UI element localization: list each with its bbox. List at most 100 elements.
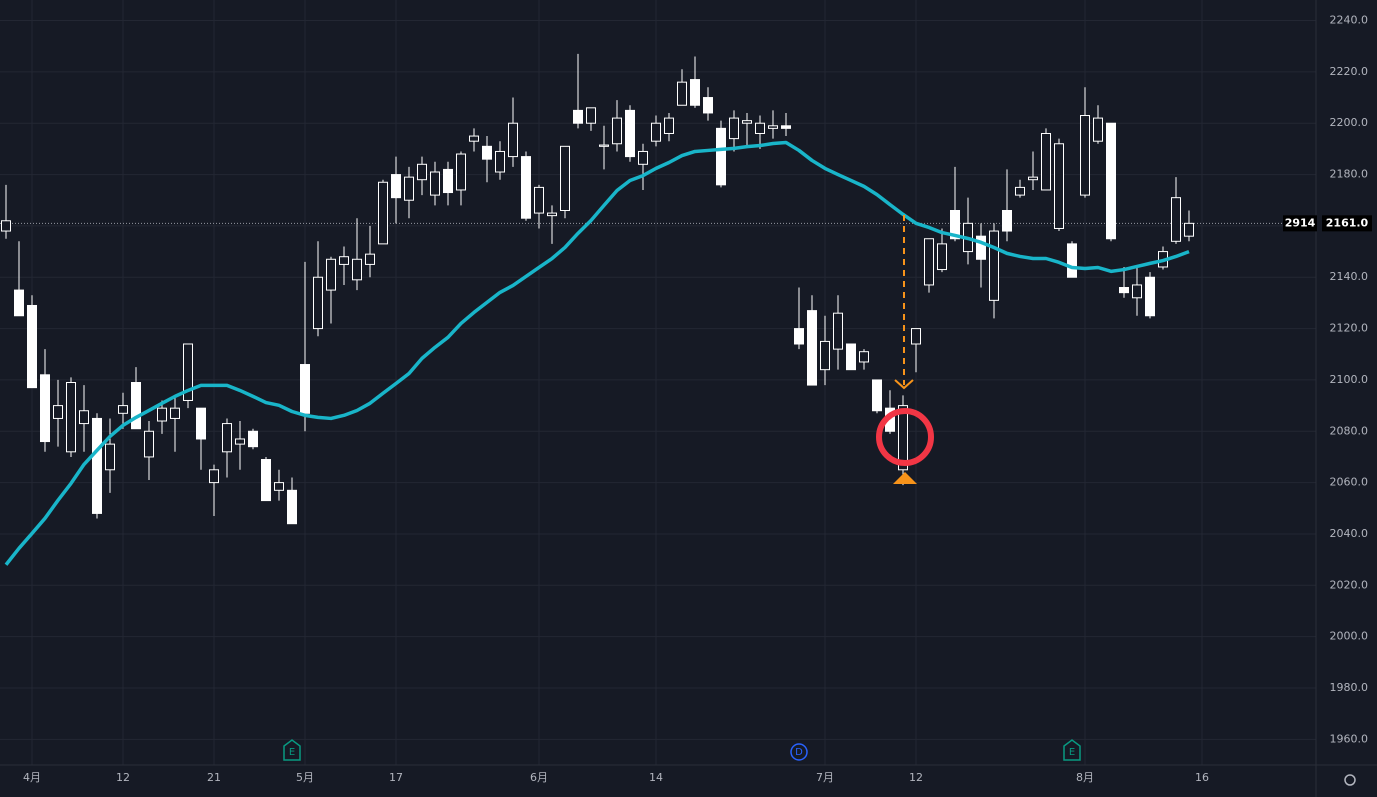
signal-circle [876, 408, 934, 466]
candle-body [638, 150, 648, 165]
candle-body [625, 109, 635, 158]
event-icon [283, 739, 301, 761]
candle-body [274, 482, 284, 491]
candle-body [144, 430, 154, 458]
candle-body [391, 174, 401, 199]
candle-body [846, 343, 856, 371]
candle-body [586, 107, 596, 124]
event-label: D [795, 747, 803, 758]
candle-body [248, 430, 258, 448]
y-tick-label: 1980.0 [1330, 681, 1369, 694]
candle-body [53, 405, 63, 419]
event-icon [1063, 739, 1081, 761]
candle-body [1, 220, 11, 232]
candle-body [755, 122, 765, 134]
candle-body [508, 122, 518, 158]
y-tick-label: 2040.0 [1330, 527, 1369, 540]
candle-body [27, 304, 37, 389]
candle-body [833, 312, 843, 350]
candle-body [1145, 276, 1155, 317]
x-tick-label: 5月 [296, 771, 314, 784]
signal [876, 215, 934, 484]
candle-body [456, 153, 466, 191]
candle-body [690, 79, 700, 106]
candle-body [482, 145, 492, 160]
x-tick-label: 8月 [1076, 771, 1094, 784]
y-tick-label: 2120.0 [1330, 322, 1369, 335]
y-tick-label: 2100.0 [1330, 373, 1369, 386]
x-tick-label: 14 [649, 771, 663, 784]
candle-body [1171, 197, 1181, 242]
y-tick-label: 2080.0 [1330, 424, 1369, 437]
candle-body [898, 405, 908, 471]
y-tick-label: 2220.0 [1330, 65, 1369, 78]
candle-body [209, 469, 219, 484]
candle-body [911, 328, 921, 345]
event-label: E [1069, 747, 1075, 758]
candle-body [807, 310, 817, 386]
candle-body [170, 407, 180, 419]
badge: 2914 [1285, 216, 1316, 229]
candle-body [573, 109, 583, 124]
candle-body [131, 382, 141, 430]
candle-body [417, 163, 427, 181]
candle-body [404, 176, 414, 201]
candle-body [664, 117, 674, 134]
candle-body [157, 407, 167, 422]
candle-body [794, 328, 804, 345]
candle-body [1106, 122, 1116, 240]
candle-body [703, 97, 713, 114]
candle-body [1132, 284, 1142, 299]
candle-body [1119, 287, 1129, 294]
candle-body [339, 256, 349, 265]
badge-box [1283, 215, 1317, 232]
candle-body [612, 117, 622, 145]
candle-body [105, 443, 115, 471]
candle-body [443, 168, 453, 194]
candle-body [729, 117, 739, 140]
candle-body [1184, 222, 1194, 237]
candle-body [430, 171, 440, 196]
gear[interactable] [1344, 774, 1356, 786]
candle-body [235, 438, 245, 445]
y-tick-label: 2140.0 [1330, 270, 1369, 283]
y-tick-label: 2020.0 [1330, 578, 1369, 591]
candle-body [1028, 176, 1038, 181]
candle-body [1093, 117, 1103, 142]
candle-body [118, 405, 128, 414]
candle-body [196, 407, 206, 440]
candle-body [352, 258, 362, 281]
candle-body [14, 289, 24, 317]
candle-body [547, 212, 557, 217]
candle-body [950, 210, 960, 240]
y-tick-label: 2240.0 [1330, 14, 1369, 27]
candle-body [924, 238, 934, 286]
event-label: E [289, 747, 295, 758]
candle-body [781, 125, 791, 129]
x-tick-label: 4月 [23, 771, 41, 784]
x-tick-label: 12 [116, 771, 130, 784]
y-tick-label: 2180.0 [1330, 168, 1369, 181]
y-tick-label: 2000.0 [1330, 630, 1369, 643]
candle-body [521, 156, 531, 219]
x-tick-label: 16 [1195, 771, 1209, 784]
candle-body [300, 364, 310, 414]
candle-body [222, 423, 232, 453]
settings-icon[interactable] [1344, 774, 1356, 786]
x-tick-label: 17 [389, 771, 403, 784]
candle-body [1054, 143, 1064, 229]
candle-body [820, 340, 830, 371]
last-price-box [1322, 215, 1372, 232]
candle-body [1002, 210, 1012, 232]
candle-body [716, 127, 726, 186]
candle-body [1067, 243, 1077, 278]
candle-body [313, 276, 323, 330]
candle-body [937, 243, 947, 271]
candle-body [495, 150, 505, 173]
moving-average [4, 140, 1190, 566]
x-tick-label: 21 [207, 771, 221, 784]
x-tick-label: 12 [909, 771, 923, 784]
candle-body [651, 122, 661, 142]
candle-body [534, 186, 544, 214]
candle-body [79, 410, 89, 425]
